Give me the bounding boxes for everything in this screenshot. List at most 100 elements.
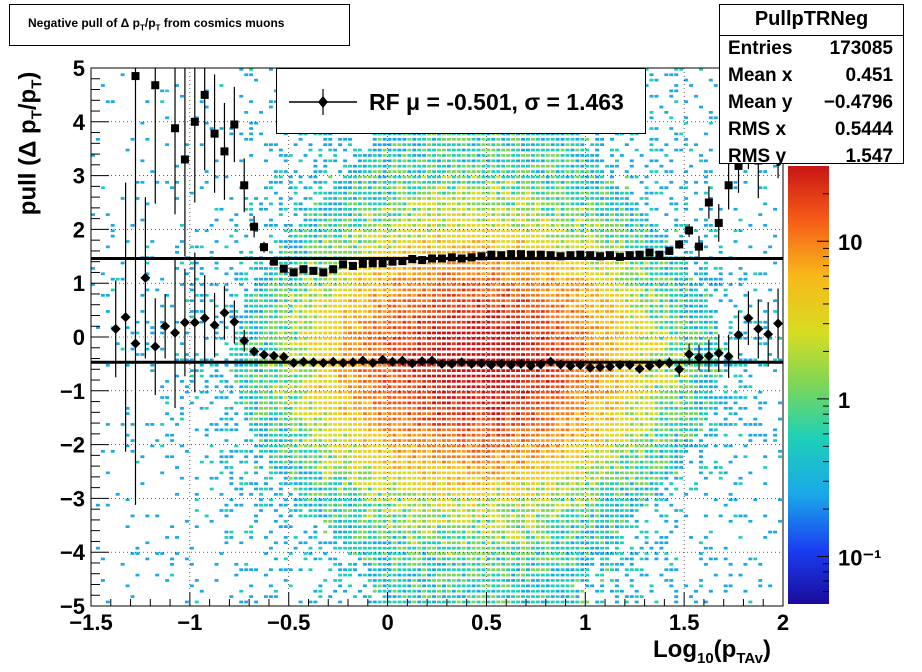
heatmap-cell-3627 [441,579,446,582]
heatmap-cell-4827 [501,579,506,582]
heatmap-cell-2444 [382,541,387,545]
heatmap-cell-1158 [303,385,308,389]
heatmap-cell-3554 [437,433,441,437]
heatmap-cell-150 [170,186,175,190]
heatmap-cell-60 [130,347,135,351]
heatmap-cell-3088 [412,250,417,254]
heatmap-cell-2316 [372,213,377,216]
heatmap-cell-613 [259,380,264,383]
heatmap-cell-3939 [456,514,461,518]
heatmap-cell-4375 [476,320,481,324]
heatmap-cell-3752 [446,444,451,448]
heatmap-cell-1697 [338,369,343,372]
heatmap-cell-2738 [397,519,402,523]
heatmap-cell-1356 [318,493,323,496]
heatmap-cell-3248 [422,466,427,469]
heatmap-cell-1645 [333,213,338,216]
heatmap-cell-4498 [481,197,486,200]
heatmap-cell-2840 [402,509,407,512]
heatmap-cell-3226 [422,584,427,588]
heatmap-cell-3145 [417,482,422,485]
heatmap-cell-2872 [402,337,407,340]
heatmap-cell-3835 [451,536,456,539]
heatmap-cell-1078 [298,449,303,453]
heatmap-cell-1704 [338,331,343,335]
heatmap-cell-3423 [432,600,437,604]
heatmap-cell-128 [165,579,170,582]
heatmap-cell-2845 [402,482,407,485]
heatmap-cell-2034 [357,315,362,319]
heatmap-cell-229 [199,589,204,593]
heatmap-cell-2859 [402,406,407,410]
heatmap-cell-969 [288,342,293,346]
heatmap-cell-4751 [496,449,501,453]
heatmap-cell-4195 [466,213,471,216]
heatmap-cell-3840 [451,509,456,512]
heatmap-cell-851 [278,283,283,286]
heatmap-cell-1440 [323,455,328,459]
heatmap-cell-2668 [392,363,397,367]
heatmap-cell-3704 [441,164,446,168]
heatmap-cell-4206 [466,154,471,157]
heatmap-cell-2603 [387,197,392,200]
heatmap-cell-295 [214,315,219,319]
heatmap-cell-4684 [491,272,496,276]
heatmap-cell-1004 [293,509,298,512]
heatmap-cell-2642 [392,503,397,507]
heatmap-cell-2054 [357,207,362,211]
heatmap-cell-3281 [422,288,427,292]
heatmap-cell-2224 [367,224,372,227]
heatmap-cell-3948 [456,466,461,469]
heatmap-cell-3007 [407,148,412,152]
heatmap-cell-484 [244,277,249,281]
heatmap-cell-3780 [446,293,451,297]
heatmap-cell-1037 [293,326,298,329]
heatmap-cell-786 [273,326,278,329]
heatmap-cell-4471 [481,342,486,346]
heatmap-cell-4872 [501,337,506,340]
heatmap-cell-1416 [318,148,323,152]
heatmap-cell-3655 [441,428,446,432]
heatmap-cell-502 [249,439,254,442]
heatmap-cell-4653 [491,439,496,442]
heatmap-cell-1760 [343,466,348,469]
heatmap-cell-813 [278,493,283,496]
heatmap-cell-2025 [357,363,362,367]
heatmap-cell-2626 [392,589,397,593]
heatmap-cell-2340 [377,584,382,588]
heatmap-cell-1222 [308,412,313,416]
heatmap-cell-2706 [392,159,397,163]
heatmap-cell-4435 [481,536,486,539]
heatmap-cell-2305 [372,272,377,276]
heatmap-cell-3249 [422,460,427,464]
heatmap-cell-4079 [461,299,466,303]
heatmap-cell-1952 [352,331,357,335]
heatmap-cell-2707 [392,154,397,157]
heatmap-cell-2828 [402,573,407,577]
heatmap-cell-4997 [506,202,511,206]
heatmap-cell-2037 [357,299,362,303]
heatmap-cell-4604 [486,164,491,168]
heatmap-cell-3408 [427,143,432,147]
heatmap-cell-157 [175,358,179,362]
heatmap-cell-498 [249,525,254,528]
heatmap-cell-240 [199,293,204,297]
heatmap-cell-740 [268,250,273,254]
heatmap-cell-3592 [437,229,441,233]
heatmap-cell-2689 [392,250,397,254]
heatmap-cell-164 [175,180,179,184]
heatmap-cell-231 [199,406,204,410]
heatmap-cell-3309 [422,137,427,141]
heatmap-cell-750 [268,100,273,103]
heatmap-cell-3108 [412,143,417,147]
heatmap-cell-3090 [412,240,417,243]
heatmap-cell-4633 [491,546,496,550]
heatmap-cell-2898 [402,197,407,200]
heatmap-cell-1879 [348,272,352,276]
heatmap-cell-2802 [397,175,402,179]
heatmap-cell-1355 [318,498,323,502]
heatmap-cell-2529 [387,595,392,598]
heatmap-cell-858 [278,245,283,249]
heatmap-cell-4536 [486,530,491,534]
heatmap-cell-4330 [476,562,481,566]
